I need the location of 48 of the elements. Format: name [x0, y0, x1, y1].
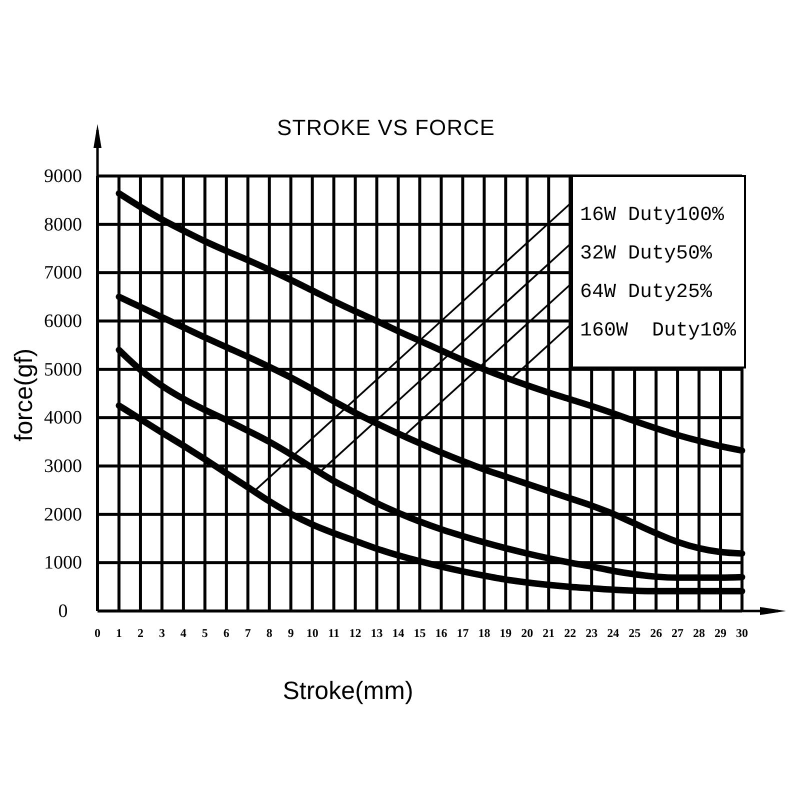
x-tick-label: 13 — [370, 626, 383, 640]
chart-title: STROKE VS FORCE — [276, 115, 496, 140]
x-tick-label: 8 — [266, 626, 272, 640]
x-tick-label: 9 — [288, 626, 294, 640]
y-tick-label: 1000 — [44, 552, 82, 574]
y-tick-label: 3000 — [44, 456, 82, 477]
x-tick-label: 14 — [392, 626, 404, 640]
x-tick-label: 21 — [542, 626, 555, 640]
x-tick-label: 29 — [714, 626, 727, 640]
x-tick-label: 17 — [456, 626, 469, 640]
x-tick-label: 10 — [306, 626, 318, 640]
y-tick-label: 7000 — [44, 262, 82, 284]
x-tick-label: 30 — [736, 626, 748, 640]
x-tick-label: 15 — [414, 626, 426, 640]
x-axis-title: Stroke(mm) — [282, 677, 414, 705]
text: 16W Duty100% — [580, 204, 726, 227]
y-axis-title: force(gf) — [10, 348, 38, 442]
y-tick-label: 9000 — [44, 166, 82, 187]
y-tick-label: 8000 — [44, 214, 82, 236]
x-tick-label: 11 — [328, 626, 340, 640]
text: 64W Duty25% — [580, 281, 714, 304]
x-tick-label: 0 — [94, 626, 100, 640]
text: 160W Duty10% — [580, 320, 738, 342]
x-tick-label: 20 — [521, 626, 534, 640]
x-tick-label: 25 — [628, 626, 641, 640]
x-tick-label: 22 — [564, 626, 576, 640]
y-tick-label: 2000 — [44, 504, 82, 526]
x-tick-label: 18 — [478, 626, 490, 640]
x-tick-label: 27 — [672, 626, 684, 640]
x-tick-label: 2 — [137, 626, 144, 640]
y-tick-label: 0 — [58, 601, 68, 622]
x-tick-label: 12 — [349, 626, 362, 640]
x-tick-label: 19 — [500, 626, 512, 640]
x-tick-label: 4 — [180, 626, 186, 640]
x-tick-label: 1 — [116, 626, 122, 640]
x-tick-label: 23 — [586, 626, 598, 640]
x-tick-label: 6 — [223, 626, 230, 640]
x-tick-label: 5 — [202, 626, 208, 640]
y-tick-label: 5000 — [44, 359, 82, 380]
y-tick-label: 6000 — [44, 311, 82, 332]
x-tick-label: 26 — [650, 626, 662, 640]
x-tick-label: 7 — [244, 626, 251, 640]
x-tick-label: 3 — [158, 626, 165, 640]
x-tick-label: 16 — [435, 626, 448, 640]
text: 32W Duty50% — [580, 242, 714, 266]
y-tick-label: 4000 — [44, 408, 82, 429]
x-tick-label: 28 — [693, 626, 706, 640]
x-tick-label: 24 — [607, 626, 620, 640]
